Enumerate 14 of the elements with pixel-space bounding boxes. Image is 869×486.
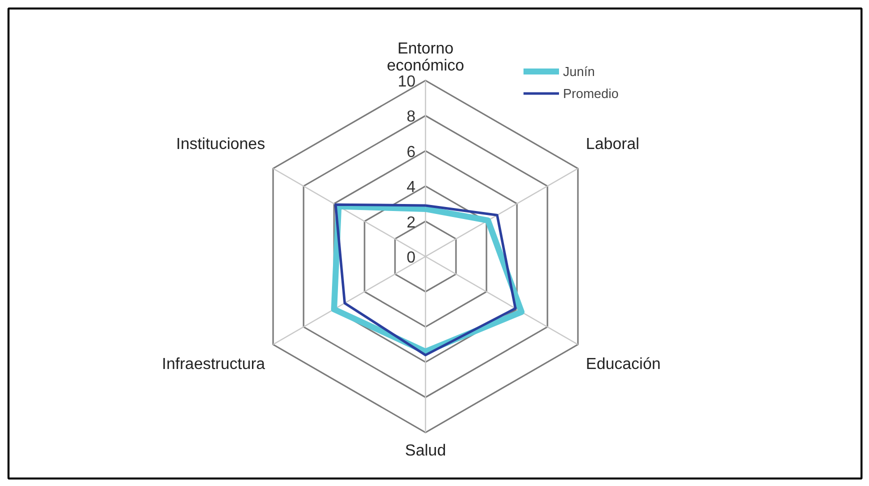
spoke-label: Salud: [405, 442, 446, 460]
y-tick-label: 8: [406, 108, 416, 126]
y-tick-label: 4: [406, 179, 416, 196]
spoke-label: Instituciones: [176, 136, 266, 153]
y-tick-label: 0: [406, 250, 416, 266]
y-tick-label: 10: [398, 74, 416, 90]
y-tick-label: 2: [406, 214, 416, 232]
spoke-label: Infraestructura: [162, 356, 266, 373]
spoke-label: Entorno económico: [386, 40, 464, 74]
spoke-label: Laboral: [586, 136, 640, 153]
legend-label: Junín: [563, 64, 595, 78]
y-tick-label: 6: [406, 144, 416, 161]
legend-label: Promedio: [563, 86, 619, 100]
spoke-label: Educación: [586, 356, 661, 373]
